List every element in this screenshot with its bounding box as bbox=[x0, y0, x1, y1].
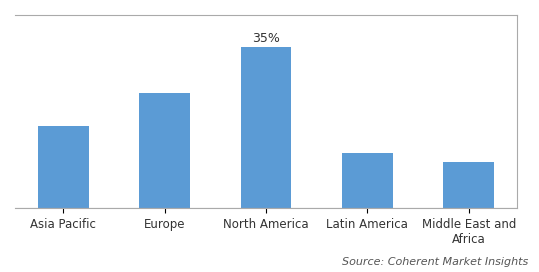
Bar bbox=[240, 47, 291, 208]
Bar bbox=[444, 162, 494, 208]
Bar bbox=[38, 125, 88, 208]
Bar bbox=[342, 153, 393, 208]
Bar bbox=[139, 93, 190, 208]
Text: 35%: 35% bbox=[252, 32, 280, 45]
Text: Source: Coherent Market Insights: Source: Coherent Market Insights bbox=[342, 256, 528, 267]
